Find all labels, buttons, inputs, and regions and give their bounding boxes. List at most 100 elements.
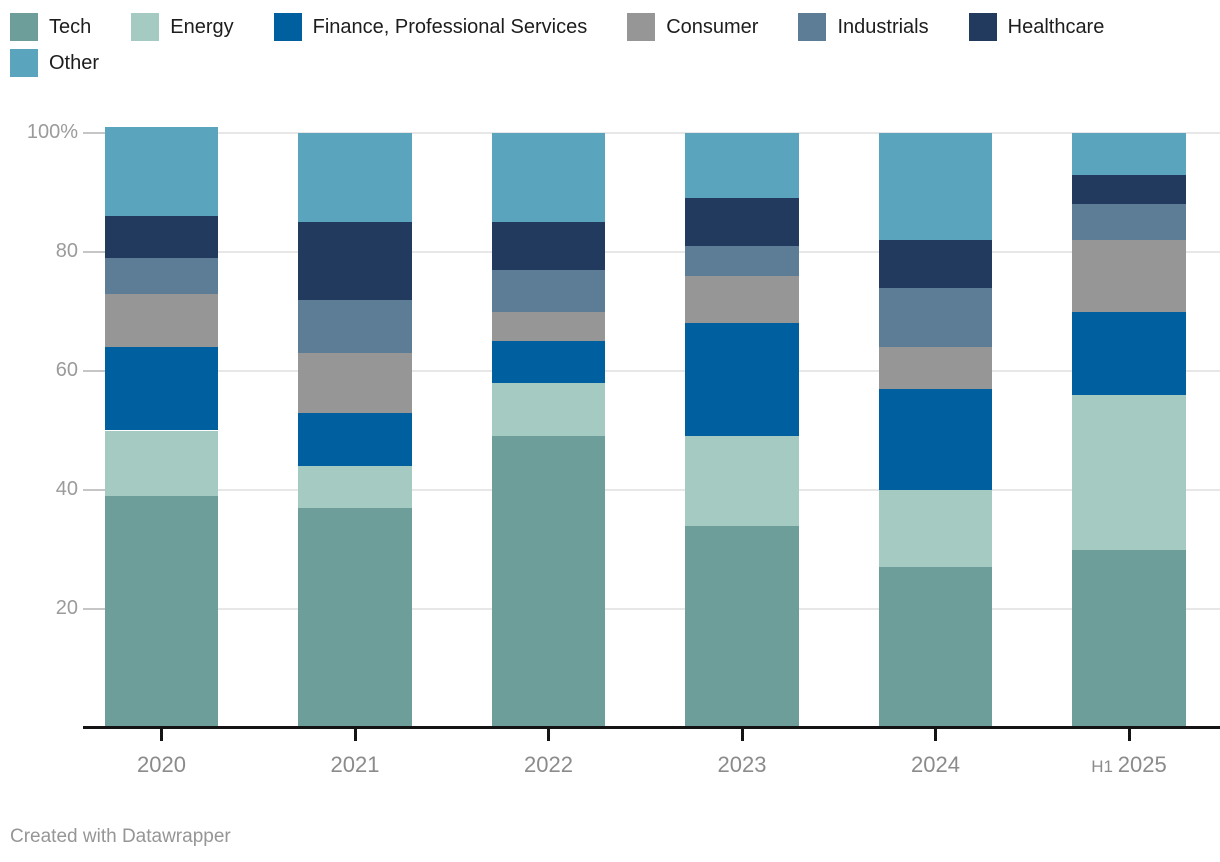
- bar-segment-other[interactable]: [878, 133, 993, 241]
- legend-item-healthcare[interactable]: Healthcare: [968, 12, 1105, 42]
- y-axis-label: 100%: [26, 121, 78, 143]
- x-axis-tick: [740, 729, 744, 741]
- bar-segment-industrials[interactable]: [298, 299, 412, 354]
- bar-segment-tech[interactable]: [104, 495, 219, 728]
- legend-label: Tech: [49, 16, 92, 38]
- bar-segment-healthcare[interactable]: [491, 222, 606, 270]
- x-axis-tick: [547, 729, 550, 741]
- gridline: [105, 608, 1220, 610]
- x-axis-label: 2021: [330, 752, 380, 777]
- legend-label: Other: [49, 52, 100, 74]
- x-axis-label: H1 2025: [1091, 752, 1167, 777]
- bar-segment-energy[interactable]: [491, 382, 606, 437]
- y-axis-label: 60: [55, 359, 78, 381]
- legend-item-consumer[interactable]: Consumer: [627, 12, 758, 42]
- bar-segment-tech[interactable]: [685, 525, 799, 728]
- x-axis-label: 2023: [717, 752, 767, 777]
- bar-segment-consumer[interactable]: [298, 353, 412, 413]
- bar-segment-healthcare[interactable]: [685, 198, 799, 247]
- legend-swatch: [968, 13, 997, 41]
- bar-h1-2025: [1072, 133, 1186, 728]
- bar-segment-finance-professional-services[interactable]: [685, 323, 799, 437]
- gridline: [105, 370, 1220, 372]
- bar-segment-other[interactable]: [104, 127, 219, 217]
- bar-segment-energy[interactable]: [1072, 394, 1186, 550]
- x-axis-tick: [1127, 729, 1131, 741]
- x-axis-label: 2024: [911, 752, 960, 777]
- bar-segment-healthcare[interactable]: [298, 222, 412, 300]
- bar-segment-consumer[interactable]: [491, 311, 606, 342]
- bar-2023: [685, 133, 799, 728]
- gridline-stub: [83, 251, 105, 253]
- legend-swatch: [798, 13, 827, 41]
- x-axis-label: 2020: [137, 752, 186, 777]
- gridline: [105, 489, 1220, 491]
- legend-label: Consumer: [666, 16, 759, 38]
- bar-segment-energy[interactable]: [104, 430, 219, 496]
- bar-segment-consumer[interactable]: [1072, 240, 1186, 312]
- legend-item-industrials[interactable]: Industrials: [798, 12, 929, 42]
- legend-swatch: [627, 13, 656, 41]
- bar-segment-industrials[interactable]: [491, 269, 606, 312]
- bar-segment-other[interactable]: [491, 133, 606, 223]
- bar-segment-tech[interactable]: [298, 507, 412, 728]
- y-axis-label: 80: [55, 240, 78, 262]
- bar-segment-finance-professional-services[interactable]: [491, 341, 606, 383]
- bar-segment-industrials[interactable]: [878, 287, 993, 348]
- legend-label: Healthcare: [1007, 16, 1105, 38]
- bar-segment-finance-professional-services[interactable]: [1072, 311, 1186, 395]
- x-axis-tick: [353, 729, 357, 741]
- legend-item-energy[interactable]: Energy: [131, 12, 234, 42]
- bar-segment-other[interactable]: [298, 133, 412, 223]
- gridline-stub: [83, 489, 105, 491]
- bar-segment-other[interactable]: [1072, 133, 1186, 175]
- bar-segment-tech[interactable]: [878, 567, 993, 728]
- legend-item-finance-professional-services[interactable]: Finance, Professional Services: [273, 12, 588, 42]
- bar-2022: [491, 133, 606, 728]
- gridline-stub: [83, 608, 105, 610]
- datawrapper-attribution[interactable]: Created with Datawrapper: [10, 826, 231, 847]
- legend-item-tech[interactable]: Tech: [10, 12, 91, 42]
- gridline-stub: [83, 132, 105, 134]
- bar-2021: [298, 133, 412, 728]
- bar-segment-healthcare[interactable]: [878, 240, 993, 288]
- bar-segment-tech[interactable]: [1072, 549, 1186, 728]
- bar-segment-energy[interactable]: [298, 466, 412, 508]
- bar-segment-energy[interactable]: [685, 436, 799, 526]
- legend-label: Energy: [170, 16, 234, 38]
- legend: Tech Energy Finance, Professional Services…: [10, 12, 1170, 78]
- legend-swatch: [131, 13, 160, 41]
- x-axis-label: 2022: [524, 752, 573, 777]
- x-axis-tick: [160, 729, 163, 741]
- bar-segment-tech[interactable]: [491, 436, 606, 728]
- bar-segment-industrials[interactable]: [685, 246, 799, 276]
- gridline-stub: [83, 370, 105, 372]
- bar-segment-consumer[interactable]: [878, 347, 993, 389]
- bar-segment-healthcare[interactable]: [104, 216, 219, 258]
- bar-segment-consumer[interactable]: [685, 275, 799, 324]
- y-axis-label: 40: [55, 478, 78, 500]
- legend-label: Industrials: [837, 16, 929, 38]
- gridline: [105, 132, 1220, 134]
- legend-item-other[interactable]: Other: [10, 48, 99, 78]
- bar-segment-energy[interactable]: [878, 490, 993, 568]
- x-axis-label-prefix: H1: [1091, 757, 1118, 776]
- bar-segment-finance-professional-services[interactable]: [298, 412, 412, 467]
- legend-label: Finance, Professional Services: [312, 16, 588, 38]
- legend-swatch: [10, 49, 38, 77]
- bar-segment-finance-professional-services[interactable]: [878, 388, 993, 490]
- bar-segment-industrials[interactable]: [1072, 204, 1186, 241]
- bar-segment-healthcare[interactable]: [1072, 174, 1186, 205]
- bar-segment-other[interactable]: [685, 133, 799, 199]
- gridline: [105, 251, 1220, 253]
- legend-swatch: [10, 13, 38, 41]
- bar-2020: [104, 127, 219, 728]
- y-axis-label: 20: [55, 597, 78, 619]
- x-axis-tick: [934, 729, 937, 741]
- bar-segment-industrials[interactable]: [104, 257, 219, 294]
- bar-2024: [878, 133, 993, 728]
- bar-segment-finance-professional-services[interactable]: [104, 347, 219, 431]
- bar-segment-consumer[interactable]: [104, 293, 219, 348]
